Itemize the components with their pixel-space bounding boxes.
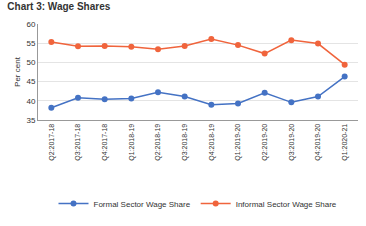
- svg-text:Formal Sector Wage Share: Formal Sector Wage Share: [94, 200, 191, 209]
- svg-text:Chart 3: Wage Shares: Chart 3: Wage Shares: [7, 1, 110, 12]
- svg-text:Q1:2018-19: Q1:2018-19: [128, 124, 136, 161]
- svg-text:Q1:2019-20: Q1:2019-20: [234, 124, 242, 161]
- svg-text:Q3:2019-20: Q3:2019-20: [288, 124, 296, 161]
- svg-text:45: 45: [26, 77, 35, 86]
- svg-text:55: 55: [26, 39, 35, 48]
- svg-text:35: 35: [26, 116, 35, 125]
- svg-text:Q3:2018-19: Q3:2018-19: [181, 124, 189, 161]
- svg-text:Q4:2019-20: Q4:2019-20: [314, 124, 322, 161]
- svg-text:Q2:2019-20: Q2:2019-20: [261, 124, 269, 161]
- svg-text:40: 40: [26, 97, 35, 106]
- svg-text:60: 60: [26, 20, 35, 29]
- svg-text:Q1:2020-21: Q1:2020-21: [341, 124, 349, 161]
- svg-text:Q4:2018-19: Q4:2018-19: [208, 124, 216, 161]
- svg-text:50: 50: [26, 58, 35, 67]
- svg-text:Q3:2017-18: Q3:2017-18: [74, 124, 82, 161]
- svg-text:Per cent: Per cent: [13, 56, 22, 87]
- svg-text:Q2:2017-18: Q2:2017-18: [48, 124, 56, 161]
- svg-text:Q4:2017-18: Q4:2017-18: [101, 124, 109, 161]
- svg-text:Q2:2018-19: Q2:2018-19: [154, 124, 162, 161]
- svg-text:Informal Sector Wage Share: Informal Sector Wage Share: [236, 200, 337, 209]
